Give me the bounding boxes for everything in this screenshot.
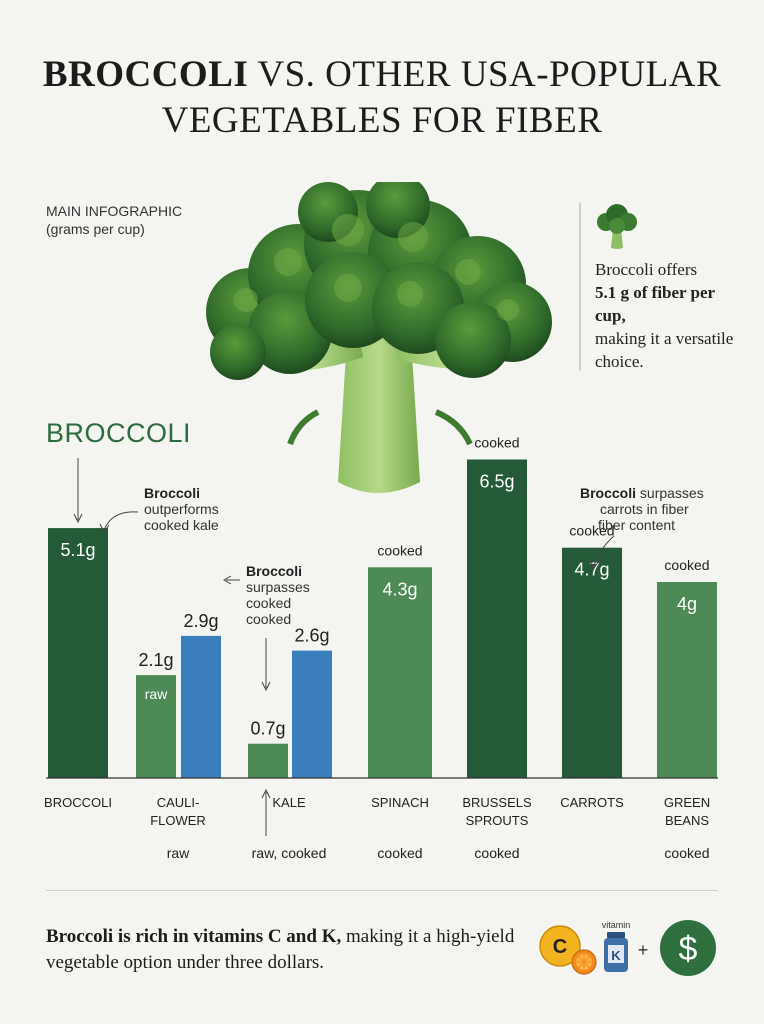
bar-value-label: 5.1g (60, 540, 95, 560)
category-sub-label: raw, cooked (252, 845, 327, 861)
category-sub-label: cooked (377, 845, 422, 861)
main-label-line1: MAIN INFOGRAPHIC (46, 203, 183, 219)
broccoli-icon (597, 204, 637, 249)
category-label: GREEN (664, 795, 710, 810)
annotation-3: Broccoli surpasses (580, 485, 704, 501)
kale-up-arrowhead (261, 788, 271, 799)
annotation-3-arrow (593, 535, 615, 567)
bar-carrots-1 (562, 547, 622, 778)
annotation-2-line3: cooked (246, 611, 291, 627)
bar-top-note: cooked (569, 523, 614, 539)
bar-value-label: 2.1g (138, 650, 173, 670)
category-label: FLOWER (150, 813, 206, 828)
vitamin-c-letter: C (553, 936, 567, 958)
bar-top-note: cooked (664, 557, 709, 573)
category-label: CAULI- (157, 795, 200, 810)
annotation-2-arrowhead-left (222, 575, 232, 585)
bar-cauli-flower-2 (181, 635, 221, 778)
annotation-1-arrowhead (99, 523, 110, 533)
bar-value-label: 2.9g (183, 611, 218, 631)
footer-bold: Broccoli is rich in vitamins C and K, (46, 926, 342, 947)
bar-top-note: cooked (377, 542, 422, 558)
bar-kale-1 (248, 743, 288, 778)
annotation-3-line2: fiber content (598, 517, 675, 533)
bar-value-label: 4.7g (574, 560, 609, 580)
broccoli-heading-arrowhead (73, 513, 83, 524)
side-note-post: making it a versatile choice. (595, 329, 734, 371)
main-label-line2: (grams per cup) (46, 221, 145, 237)
broccoli-illustration (206, 182, 552, 493)
annotation-3-rest: surpasses (636, 485, 704, 501)
dollar-icon: $ (660, 920, 716, 976)
vitamin-k-letter: K (611, 948, 621, 963)
category-label: CARROTS (560, 795, 624, 810)
category-label: SPROUTS (466, 813, 529, 828)
bar-value-label: 0.7g (250, 719, 285, 739)
category-label: BEANS (665, 813, 709, 828)
side-note: Broccoli offers 5.1 g of fiber per cup, … (595, 258, 745, 373)
main-infographic-label: MAIN INFOGRAPHIC (grams per cup) (46, 202, 182, 238)
broccoli-heading: BROCCOLI (46, 418, 192, 448)
plus-sign: + (638, 940, 649, 960)
dollar-sign: $ (679, 930, 698, 968)
bar-kale-2 (292, 650, 332, 778)
category-label: KALE (272, 795, 306, 810)
bar-spinach-1 (368, 567, 432, 778)
annotation-1-arrow (103, 511, 139, 531)
footer-text: Broccoli is rich in vitamins C and K, ma… (46, 924, 526, 976)
page-title: BROCCOLI VS. OTHER USA-POPULAR VEGETABLE… (0, 52, 764, 144)
category-label: BRUSSELS (462, 795, 532, 810)
side-note-divider (579, 203, 581, 371)
side-note-bold: 5.1 g of fiber per cup, (595, 283, 715, 325)
annotation-2-bold: Broccoli (246, 563, 302, 579)
category-sub-label: cooked (474, 845, 519, 861)
bar-inner-note: raw (145, 686, 168, 702)
footer-divider (46, 890, 718, 891)
annotation-1-line1: outperforms (144, 501, 219, 517)
side-note-pre: Broccoli offers (595, 260, 698, 279)
annotation-3-line1: carrots in fiber (600, 501, 689, 517)
annotation-2-line2: cooked (246, 595, 291, 611)
vitamin-label: vitamin (602, 920, 631, 930)
bar-green-beans-1 (657, 582, 717, 778)
annotation-3-bold: Broccoli (580, 485, 636, 501)
footer-icons: C vitamin K + $ (539, 920, 716, 976)
title-bold: BROCCOLI (42, 54, 249, 95)
category-sub-label: cooked (664, 845, 709, 861)
vitamin-k-bottle-icon: K (604, 932, 628, 972)
annotation-3-arrowhead (589, 559, 600, 569)
category-sub-label: raw (167, 845, 190, 861)
orange-slice-icon (571, 949, 597, 975)
annotation-1-line2: cooked kale (144, 517, 219, 533)
vitamin-c-icon: C (539, 925, 581, 967)
annotation-1-bold: Broccoli (144, 485, 200, 501)
category-label: BROCCOLI (44, 795, 112, 810)
category-label: SPINACH (371, 795, 429, 810)
bar-brussels-sprouts-1 (467, 459, 527, 778)
bar-broccoli-1 (48, 528, 108, 778)
annotation-2-line1: surpasses (246, 579, 310, 595)
title-rest: VS. OTHER USA-POPULAR (248, 54, 722, 95)
title-line2: VEGETABLES FOR FIBER (161, 100, 603, 141)
bar-value-label: 4g (677, 594, 697, 614)
bars-layer (48, 459, 717, 778)
bar-value-label: 4.3g (382, 579, 417, 599)
annotation-2-arrowhead-down (261, 681, 271, 692)
bar-value-label: 2.6g (294, 626, 329, 646)
bar-cauli-flower-1 (136, 675, 176, 778)
footer-rest: making it a high-yield vegetable option … (46, 926, 515, 973)
